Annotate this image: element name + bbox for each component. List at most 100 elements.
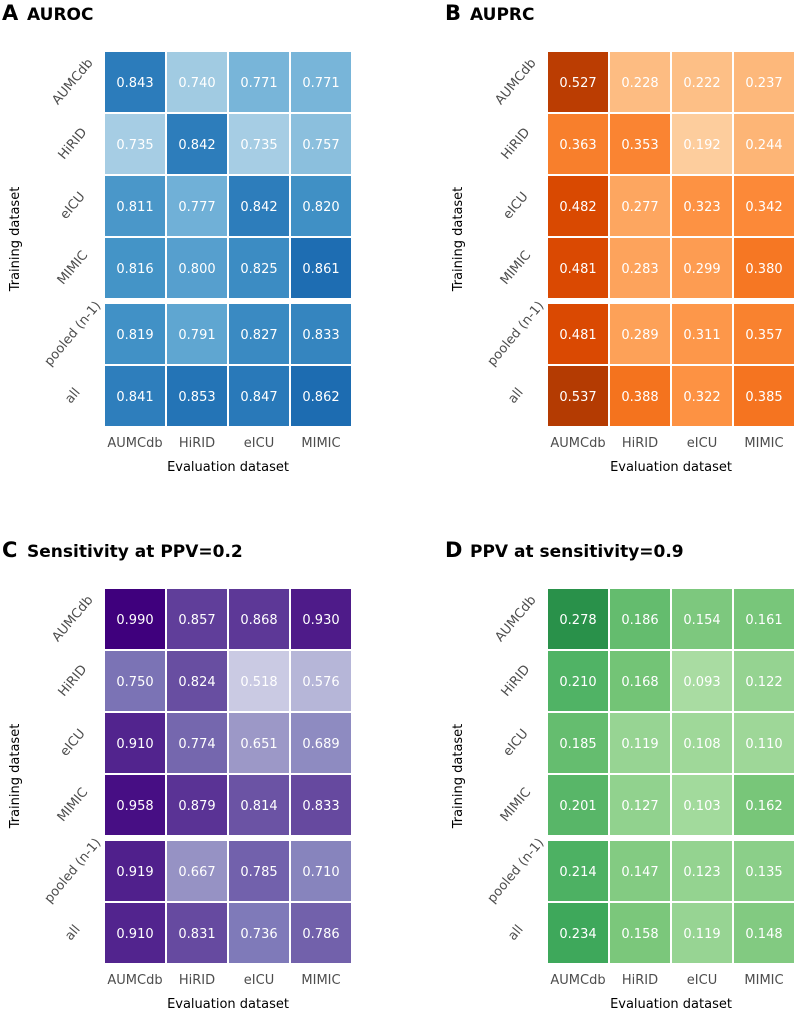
heatmap-cell: [548, 589, 608, 649]
x-tick-label: AUMCdb: [107, 436, 162, 451]
cell-value-label: 0.148: [745, 927, 782, 942]
cell-value-label: 0.234: [559, 927, 596, 942]
heatmap-cell: [672, 713, 732, 773]
heatmap-cell: [291, 304, 351, 364]
heatmap-cell: [229, 589, 289, 649]
cell-value-label: 0.093: [683, 675, 720, 690]
cell-value-label: 0.786: [302, 927, 339, 942]
heatmap-cell: [167, 841, 227, 901]
heatmap-cell: [229, 114, 289, 174]
cell-value-label: 0.811: [116, 200, 153, 215]
cell-value-label: 0.289: [621, 328, 658, 343]
y-tick-label: eICU: [57, 727, 88, 760]
heatmap-cell: [672, 366, 732, 426]
heatmap-cell: [610, 176, 670, 236]
cell-value-label: 0.537: [559, 390, 596, 405]
heatmap-cell: [291, 903, 351, 963]
cell-value-label: 0.816: [116, 262, 153, 277]
heatmap-cell: [105, 713, 165, 773]
panel-title: PPV at sensitivity=0.9: [470, 542, 684, 562]
heatmap-cell: [672, 841, 732, 901]
cell-value-label: 0.119: [621, 737, 658, 752]
cell-value-label: 0.689: [302, 737, 339, 752]
heatmap-cell: [672, 176, 732, 236]
cell-value-label: 0.853: [178, 390, 215, 405]
y-tick-label: pooled (n-1): [485, 836, 548, 907]
heatmap-cell: [291, 589, 351, 649]
heatmap-cell: [291, 366, 351, 426]
heatmap-cell: [734, 841, 794, 901]
panel-d: D PPV at sensitivity=0.9 0.278 0.186 0.154 0.…: [445, 538, 794, 1012]
panel-c: C Sensitivity at PPV=0.2 0.990 0.857 0.868 0.…: [2, 538, 351, 1012]
heatmap-cell: [610, 52, 670, 112]
cell-value-label: 0.482: [559, 200, 596, 215]
cell-value-label: 0.162: [745, 799, 782, 814]
x-tick-label: MIMIC: [301, 436, 340, 451]
heatmap-cell: [734, 114, 794, 174]
cell-value-label: 0.388: [621, 390, 658, 405]
y-tick-label: HiRID: [499, 662, 534, 699]
x-tick-label: AUMCdb: [550, 436, 605, 451]
heatmap-cell: [105, 304, 165, 364]
cell-value-label: 0.277: [621, 200, 658, 215]
cell-value-label: 0.380: [745, 262, 782, 277]
heatmap-cell: [167, 903, 227, 963]
heatmap-cell: [610, 713, 670, 773]
heatmap-cell: [105, 841, 165, 901]
cell-value-label: 0.122: [745, 675, 782, 690]
heatmap-cell: [291, 713, 351, 773]
heatmap-cell: [105, 651, 165, 711]
heatmap-cell: [229, 52, 289, 112]
heatmap-cell: [610, 366, 670, 426]
cell-value-label: 0.791: [178, 328, 215, 343]
cell-value-label: 0.576: [302, 675, 339, 690]
heatmap-cell: [672, 651, 732, 711]
panel-title: AUROC: [27, 5, 93, 25]
x-axis-label: Evaluation dataset: [167, 460, 289, 475]
heatmap-cell: [291, 775, 351, 835]
y-tick-label: pooled (n-1): [485, 299, 548, 370]
cell-value-label: 0.244: [745, 138, 782, 153]
cell-value-label: 0.278: [559, 613, 596, 628]
heatmap-cell: [105, 775, 165, 835]
y-axis-label: Training dataset: [8, 724, 23, 830]
heatmap-cell: [672, 238, 732, 298]
y-tick-label: all: [62, 385, 83, 406]
y-tick-label: HiRID: [56, 662, 91, 699]
cell-value-label: 0.357: [745, 328, 782, 343]
heatmap-cell: [548, 52, 608, 112]
heatmap-cell: [105, 52, 165, 112]
heatmap-cell: [167, 651, 227, 711]
cell-value-label: 0.910: [116, 927, 153, 942]
cell-value-label: 0.825: [240, 262, 277, 277]
heatmap-cell: [229, 176, 289, 236]
heatmap-cell: [105, 366, 165, 426]
heatmap-cell: [548, 713, 608, 773]
x-axis-label: Evaluation dataset: [610, 460, 732, 475]
heatmap-cell: [610, 775, 670, 835]
cell-value-label: 0.283: [621, 262, 658, 277]
heatmap-cell: [167, 114, 227, 174]
cell-value-label: 0.843: [116, 76, 153, 91]
heatmap-cell: [672, 114, 732, 174]
heatmap-cell: [734, 366, 794, 426]
cell-value-label: 0.110: [745, 737, 782, 752]
heatmap-cell: [734, 304, 794, 364]
cell-value-label: 0.833: [302, 799, 339, 814]
heatmap-cell: [672, 775, 732, 835]
y-tick-label: all: [62, 922, 83, 943]
y-axis-label: Training dataset: [8, 187, 23, 293]
cell-value-label: 0.123: [683, 865, 720, 880]
cell-value-label: 0.201: [559, 799, 596, 814]
y-tick-label: HiRID: [499, 125, 534, 162]
cell-value-label: 0.735: [240, 138, 277, 153]
cell-value-label: 0.119: [683, 927, 720, 942]
cell-value-label: 0.771: [302, 76, 339, 91]
heatmap-cell: [672, 304, 732, 364]
cell-value-label: 0.323: [683, 200, 720, 215]
heatmap-cell: [734, 713, 794, 773]
cell-value-label: 0.222: [683, 76, 720, 91]
heatmap-cell: [734, 176, 794, 236]
heatmap-cell: [167, 366, 227, 426]
